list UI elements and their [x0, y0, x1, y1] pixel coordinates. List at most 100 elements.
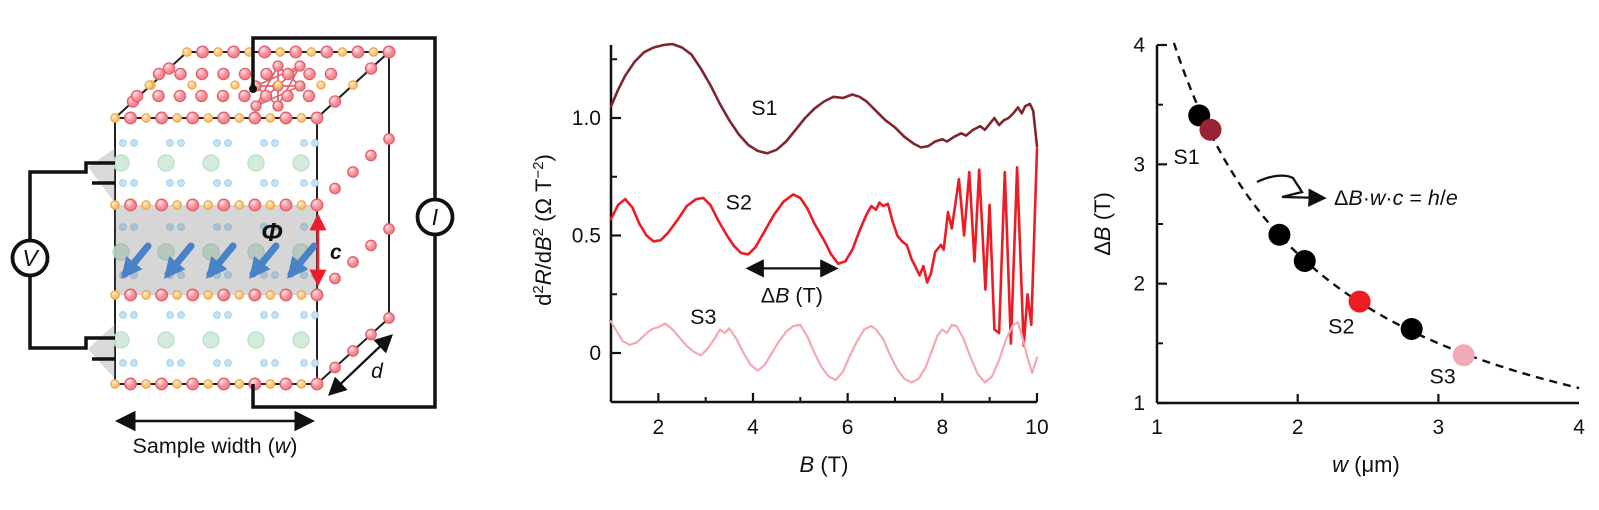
- flux-arrow: [249, 242, 280, 279]
- red-atom: [382, 45, 396, 59]
- curve-S2: [609, 147, 1039, 348]
- orange-atom: [273, 80, 283, 90]
- green-atom: [292, 154, 310, 172]
- blue-dot-atom: [271, 359, 279, 367]
- red-atom: [248, 198, 262, 212]
- red-atom: [294, 80, 306, 92]
- orange-atom: [203, 379, 214, 389]
- blue-dot-atom: [177, 359, 185, 367]
- label-part: (Ω T: [533, 179, 556, 228]
- red-atom: [279, 377, 293, 391]
- blue-dot-atom: [166, 139, 174, 147]
- curve-S3: [609, 320, 1039, 384]
- red-atom: [279, 288, 293, 302]
- red-atom: [383, 133, 395, 145]
- orange-atom: [234, 113, 245, 123]
- x-axis-title: w (μm): [1332, 452, 1400, 477]
- green-atom: [247, 154, 265, 172]
- flux-quantization-equation: ΔB·w·c = h/e: [1334, 186, 1458, 210]
- data-point-S2: [1348, 290, 1371, 313]
- red-atom: [383, 312, 395, 324]
- orange-atom: [213, 47, 223, 57]
- red-atom: [195, 89, 208, 103]
- label-part: 2: [533, 228, 547, 236]
- blue-dot-atom: [119, 311, 127, 319]
- orange-atom: [172, 200, 183, 210]
- orange-atom: [144, 80, 154, 90]
- data-points: S1 S2 S3: [1173, 104, 1475, 389]
- blue-dot-atom: [224, 223, 232, 231]
- deltaB-span-label: ΔB (T): [761, 283, 823, 307]
- green-atom: [112, 331, 130, 349]
- blue-dot-atom: [300, 139, 308, 147]
- blue-dot-atom: [311, 311, 319, 319]
- wire-contact-dot: [249, 85, 257, 93]
- blue-dot-atom: [300, 359, 308, 367]
- orange-atom: [182, 47, 192, 57]
- blue-dot-atom: [271, 271, 279, 279]
- blue-dot-atom: [213, 179, 221, 187]
- orange-atom: [296, 200, 307, 210]
- label-part: B: [1348, 186, 1362, 210]
- blue-dot-atom: [213, 311, 221, 319]
- orange-atom: [172, 379, 183, 389]
- red-atom: [324, 67, 338, 81]
- orange-atom: [187, 80, 197, 90]
- circuit-wires: [28, 36, 437, 409]
- blue-dot-atom: [300, 179, 308, 187]
- blue-dot-atom: [119, 359, 127, 367]
- y-tick-label: 0: [589, 342, 601, 365]
- fit-curve: [1172, 42, 1580, 390]
- label-part: −2: [533, 161, 547, 178]
- x-tick-label: 10: [1025, 416, 1048, 439]
- label-part: ): [533, 154, 556, 161]
- orange-atom: [141, 113, 151, 123]
- label-part: (T): [814, 452, 848, 477]
- label-part: w: [1370, 186, 1387, 210]
- orange-atom: [234, 290, 245, 300]
- red-atom: [329, 361, 341, 374]
- red-atom: [347, 256, 359, 268]
- flux-arrow: [206, 242, 237, 279]
- red-atom: [238, 89, 251, 103]
- blue-dot-atom: [224, 179, 232, 187]
- red-atom: [248, 288, 262, 302]
- red-atom: [365, 149, 377, 162]
- blue-dot-atom: [260, 311, 268, 319]
- orange-atom: [110, 200, 120, 210]
- curve-S1: [609, 42, 1039, 155]
- label-part: Δ: [761, 283, 775, 307]
- red-atom: [227, 45, 241, 59]
- red-atom: [365, 328, 377, 341]
- flux-phi-label: Φ: [261, 217, 282, 247]
- blue-dot-atom: [166, 223, 174, 231]
- label-part: B: [1090, 226, 1115, 241]
- blue-dot-atom: [130, 359, 138, 367]
- red-atom: [162, 62, 176, 75]
- label-part: B: [533, 236, 556, 251]
- red-atom: [130, 89, 144, 103]
- sample-width-var: w: [275, 434, 292, 458]
- orange-atom: [265, 379, 276, 389]
- curves: S1 S2 S3: [609, 42, 1039, 384]
- blue-dot-atom: [311, 359, 319, 367]
- y-tick-label: 1: [1133, 392, 1145, 415]
- blue-dot-atom: [311, 179, 319, 187]
- orange-atom: [172, 290, 183, 300]
- label-part: e: [1446, 186, 1458, 210]
- voltmeter-symbol: [10, 238, 50, 278]
- red-atom: [351, 45, 365, 59]
- blue-dot-atom: [300, 311, 308, 319]
- blue-dot-atom: [130, 311, 138, 319]
- wire-voltage-top: [28, 161, 115, 240]
- red-atom: [217, 111, 231, 125]
- orange-atom: [337, 47, 348, 57]
- sample-width-prefix: Sample width (: [133, 434, 276, 458]
- wire-voltage-bottom: [28, 276, 115, 350]
- red-atom: [124, 377, 137, 391]
- blue-dot-atom: [271, 311, 279, 319]
- label-part: ·: [1363, 186, 1370, 210]
- x-tick-label: 8: [936, 416, 948, 439]
- blue-dot-atom: [130, 139, 138, 147]
